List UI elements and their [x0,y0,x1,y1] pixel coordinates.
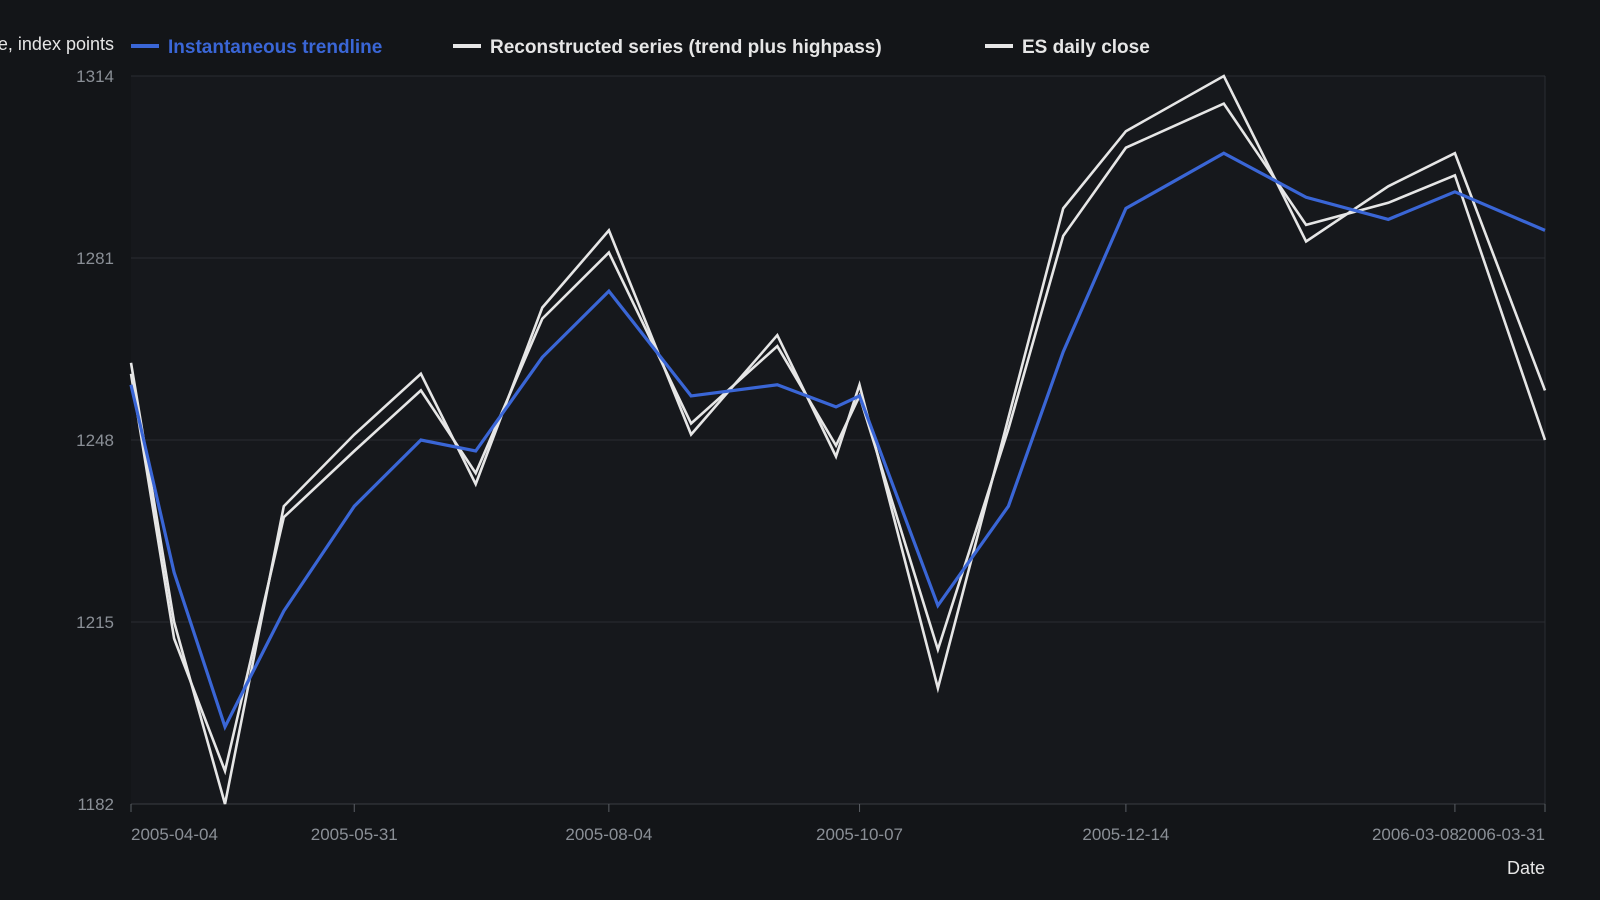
y-tick-label: 1182 [77,795,114,814]
x-tick-label: 2005-10-07 [816,825,903,844]
legend-label-2: ES daily close [1022,37,1150,58]
legend-label-1: Reconstructed series (trend plus highpas… [490,37,882,58]
y-tick-label: 1215 [76,613,114,632]
legend: Instantaneous trendline Reconstructed ser… [131,37,1150,58]
series-line-0 [129,151,1546,731]
x-tick-label: 2005-05-31 [311,825,398,844]
y-axis-title: ES close, index points [0,34,114,54]
y-tick-layer: 1182 1215 1248 1281 1314 [76,67,114,814]
x-tick-label: 2006-03-08 [1372,825,1459,844]
legend-label-0: Instantaneous trendline [168,37,382,58]
x-tick-layer: 2005-04-04 2005-05-31 2005-08-04 2005-10-07… [130,804,1546,844]
y-tick-label: 1281 [76,249,114,268]
x-tick-label: 2005-08-04 [565,825,652,844]
x-tick-label: 2006-03-31 [1458,825,1545,844]
series-layer [129,74,1547,805]
x-tick-label: 2005-12-14 [1082,825,1169,844]
x-tick-label: 2005-04-04 [131,825,218,844]
y-tick-label: 1314 [76,67,114,86]
x-axis-title: Date [1507,858,1545,878]
y-tick-label: 1248 [76,431,114,450]
